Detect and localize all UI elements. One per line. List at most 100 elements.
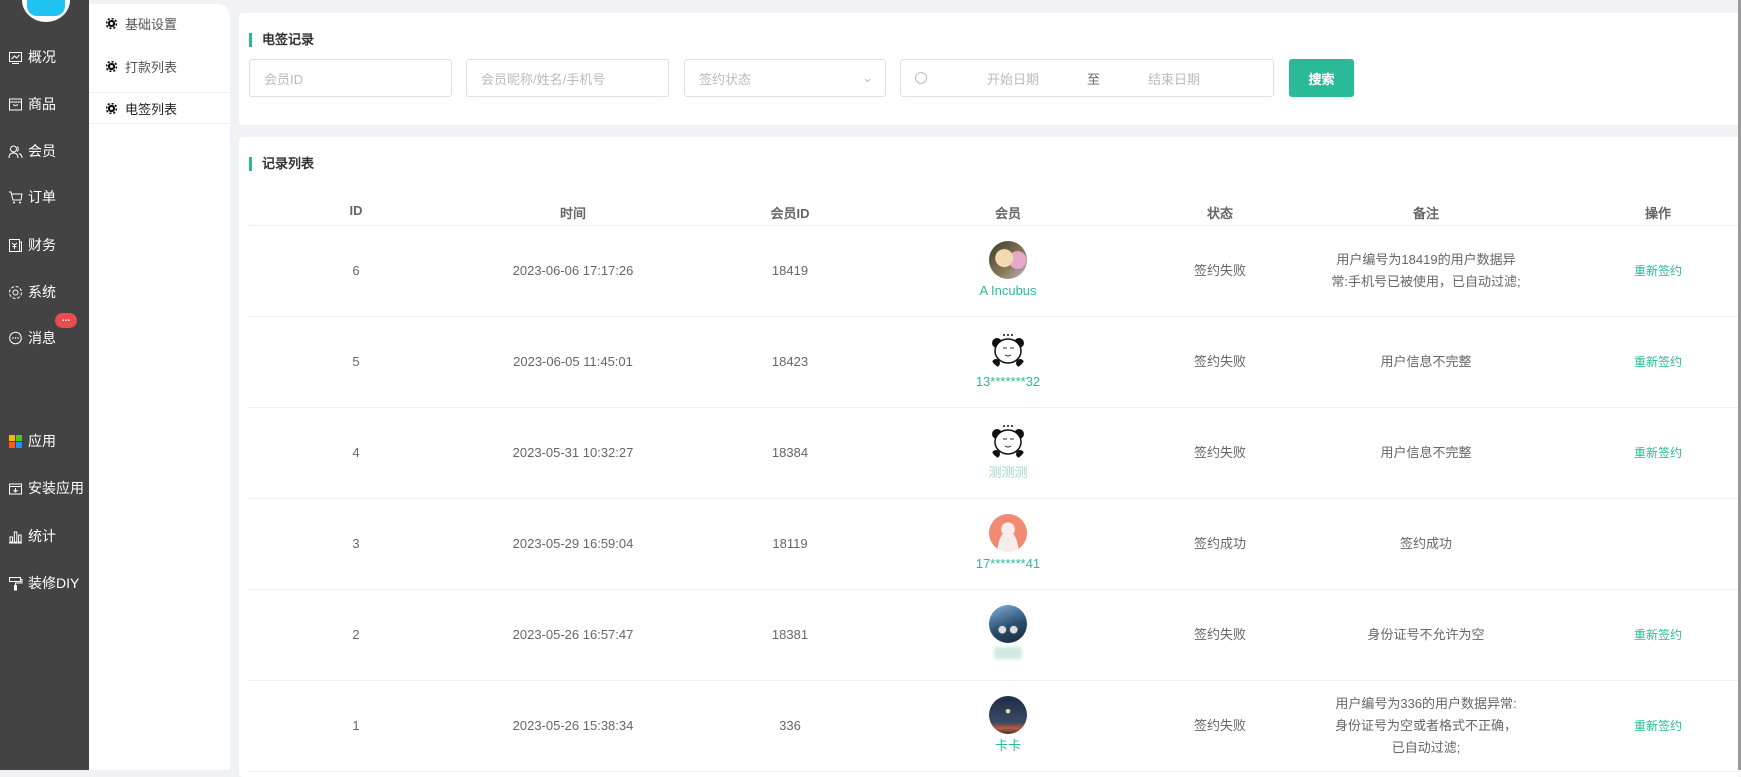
apps-grid-icon xyxy=(9,434,22,448)
remark-cell: 用户编号为18419的用户数据异常:手机号已被使用，已自动过滤; xyxy=(1321,225,1531,317)
member-name-input[interactable]: 会员昵称/姓名/手机号 xyxy=(466,59,669,97)
submenu-item-0[interactable]: 基础设置 xyxy=(89,7,230,39)
submenu-item-1[interactable]: 打款列表 xyxy=(89,50,230,82)
column-header: 操作 xyxy=(1531,203,1741,226)
gear-icon xyxy=(106,60,117,72)
status-cell: 签约成功 xyxy=(1119,498,1321,590)
placeholder: 签约状态 xyxy=(699,71,752,87)
sidebar-item-label: 商品 xyxy=(28,96,56,112)
list-title: 记录列表 xyxy=(249,157,314,171)
list-card: 记录列表 ID 时间 会员ID 会员 状态 备注 操作 6 2023-06-06 17:17… xyxy=(239,137,1741,777)
column-header: 会员 xyxy=(897,203,1119,226)
submenu-label: 电签列表 xyxy=(125,101,178,117)
member-name-blurred[interactable] xyxy=(905,645,1111,665)
sidebar-item-5[interactable]: 系统 xyxy=(8,282,56,302)
member-id-input[interactable]: 会员ID xyxy=(249,59,452,97)
clock-icon xyxy=(915,72,927,84)
member-name[interactable]: 测测测 xyxy=(988,464,1028,480)
avatar xyxy=(989,513,1027,552)
sidebar-item-4[interactable]: 财务 xyxy=(8,235,56,255)
sidebar-item-10[interactable]: 装修DIY xyxy=(8,573,79,593)
id-cell: 1 xyxy=(249,680,463,772)
member-name[interactable]: A Incubus xyxy=(979,282,1037,298)
submenu-label: 打款列表 xyxy=(125,59,178,75)
member-name[interactable]: 13*******32 xyxy=(975,373,1041,389)
id-cell: 2 xyxy=(249,589,463,681)
column-header: ID xyxy=(249,203,463,226)
sidebar-item-7[interactable]: 应用 xyxy=(8,431,56,451)
member-name[interactable]: 17*******41 xyxy=(975,555,1041,571)
resign-button[interactable]: 重新签约 xyxy=(1633,718,1682,733)
filter-title: 电签记录 xyxy=(249,33,314,47)
resign-button[interactable]: 重新签约 xyxy=(1633,627,1682,642)
resign-button[interactable]: 重新签约 xyxy=(1633,354,1682,369)
sidebar-item-9[interactable]: 统计 xyxy=(8,526,56,546)
sidebar-item-6[interactable]: 消息 xyxy=(8,328,56,348)
placeholder: 会员ID xyxy=(264,71,304,87)
status-cell: 签约失败 xyxy=(1119,589,1321,681)
sidebar-item-label: 装修DIY xyxy=(28,575,80,591)
end-date-placeholder[interactable]: 结束日期 xyxy=(1148,71,1201,87)
member-name[interactable]: 卡卡 xyxy=(994,737,1021,753)
chat-icon xyxy=(9,331,22,344)
status-cell: 签约失败 xyxy=(1119,680,1321,772)
avatar xyxy=(989,240,1027,279)
submenu-label: 基础设置 xyxy=(125,16,178,32)
action-cell: 重新签约 xyxy=(1531,680,1741,772)
member-id-cell: 18381 xyxy=(683,589,897,681)
action-cell: 重新签约 xyxy=(1531,225,1741,317)
sidebar-item-2[interactable]: 会员 xyxy=(8,141,56,161)
chevron-down-icon: ⌄ xyxy=(862,70,873,85)
cart-icon xyxy=(9,191,23,203)
member-cell: 卡卡 xyxy=(897,680,1119,772)
sidebar-item-label: 消息 xyxy=(28,330,56,346)
table-row: 6 2023-06-06 17:17:26 18419 A Incubus 签约… xyxy=(249,225,1741,317)
member-cell: 13*******32 xyxy=(897,316,1119,408)
action-cell xyxy=(1531,498,1741,590)
sidebar-item-1[interactable]: 商品 xyxy=(8,94,56,114)
table-row: 5 2023-06-05 11:45:01 18423 13*******32 … xyxy=(249,316,1741,408)
remark-cell: 用户信息不完整 xyxy=(1321,407,1531,499)
table-row: 4 2023-05-31 10:32:27 18384 测测测 签约失败 用户信… xyxy=(249,407,1741,499)
column-header: 时间 xyxy=(463,203,683,226)
filter-card: 电签记录 会员ID 会员昵称/姓名/手机号 签约状态 ⌄ 开始日期 至 结束日期 … xyxy=(239,13,1741,125)
resign-button[interactable]: 重新签约 xyxy=(1633,263,1682,278)
status-cell: 签约失败 xyxy=(1119,407,1321,499)
scrollbar[interactable] xyxy=(1738,0,1741,770)
avatar xyxy=(989,331,1027,370)
submenu: 基础设置打款列表电签列表 xyxy=(89,4,230,770)
gear-icon xyxy=(106,102,117,114)
search-button[interactable]: 搜索 xyxy=(1289,59,1354,97)
member-id-cell: 336 xyxy=(683,680,897,772)
time-cell: 2023-05-31 10:32:27 xyxy=(463,407,683,499)
avatar xyxy=(989,604,1027,643)
date-range-picker[interactable]: 开始日期 至 结束日期 xyxy=(900,59,1274,97)
submenu-item-2[interactable]: 电签列表 xyxy=(89,92,230,124)
avatar xyxy=(989,422,1027,461)
start-date-placeholder[interactable]: 开始日期 xyxy=(987,71,1040,87)
column-header: 会员ID xyxy=(683,203,897,226)
member-id-cell: 18419 xyxy=(683,225,897,317)
time-cell: 2023-06-06 17:17:26 xyxy=(463,225,683,317)
id-cell: 6 xyxy=(249,225,463,317)
sidebar-item-0[interactable]: 概况 xyxy=(8,47,56,67)
status-select[interactable]: 签约状态 ⌄ xyxy=(684,59,886,97)
id-cell: 4 xyxy=(249,407,463,499)
logo[interactable] xyxy=(22,0,70,22)
gear-icon xyxy=(106,17,117,29)
action-cell: 重新签约 xyxy=(1531,589,1741,681)
remark-cell: 用户信息不完整 xyxy=(1321,316,1531,408)
member-cell: 测测测 xyxy=(897,407,1119,499)
sidebar-item-label: 概况 xyxy=(28,49,56,65)
sidebar-item-label: 统计 xyxy=(28,528,56,544)
time-cell: 2023-05-26 16:57:47 xyxy=(463,589,683,681)
sidebar-item-3[interactable]: 订单 xyxy=(8,187,56,207)
install-icon xyxy=(9,483,22,494)
sidebar-item-label: 订单 xyxy=(28,189,56,205)
member-id-cell: 18384 xyxy=(683,407,897,499)
sidebar-item-8[interactable]: 安装应用 xyxy=(8,478,84,498)
resign-button[interactable]: 重新签约 xyxy=(1633,445,1682,460)
placeholder: 会员昵称/姓名/手机号 xyxy=(481,71,606,87)
member-cell: A Incubus xyxy=(897,225,1119,317)
member-id-cell: 18423 xyxy=(683,316,897,408)
